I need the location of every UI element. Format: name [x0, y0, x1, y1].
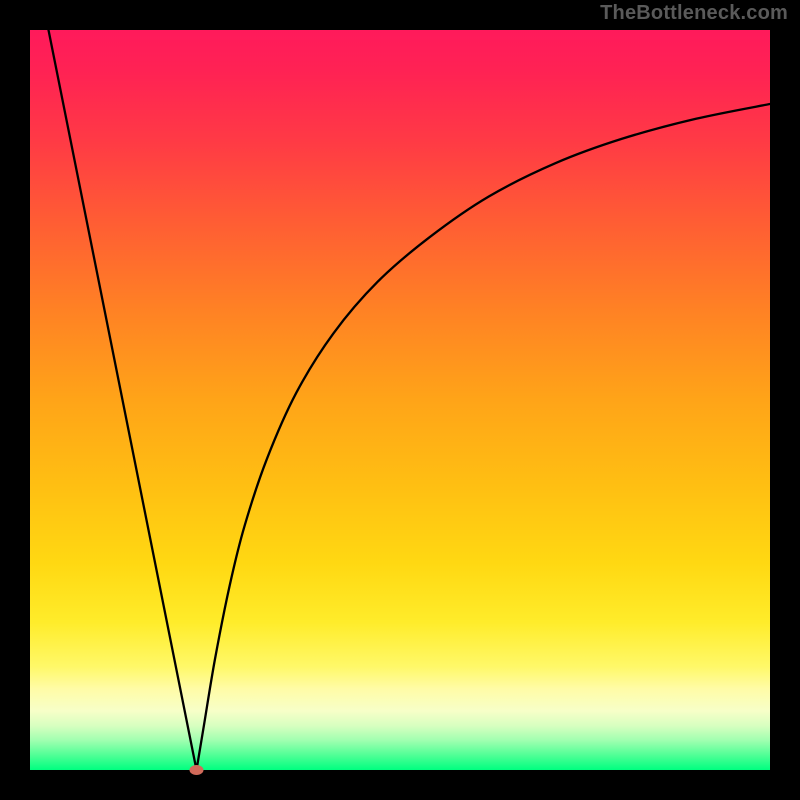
plot-background — [30, 30, 770, 770]
vertex-marker — [190, 765, 204, 775]
bottleneck-curve-chart — [0, 0, 800, 800]
watermark-text: TheBottleneck.com — [600, 2, 788, 25]
chart-container: TheBottleneck.com — [0, 0, 800, 800]
